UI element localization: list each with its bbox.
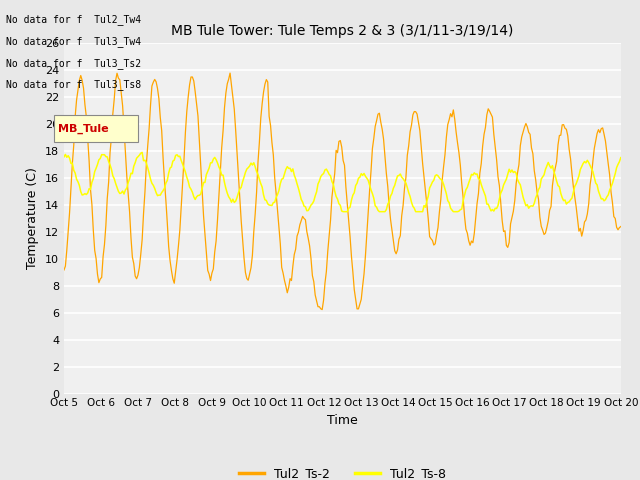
Title: MB Tule Tower: Tule Temps 2 & 3 (3/1/11-3/19/14): MB Tule Tower: Tule Temps 2 & 3 (3/1/11-… <box>172 24 513 38</box>
Text: No data for f  Tul2_Tw4: No data for f Tul2_Tw4 <box>6 14 141 25</box>
Text: MB_Tule: MB_Tule <box>58 123 108 133</box>
Y-axis label: Temperature (C): Temperature (C) <box>26 168 39 269</box>
Text: No data for f  Tul3_Tw4: No data for f Tul3_Tw4 <box>6 36 141 47</box>
Text: No data for f  Tul3_Ts8: No data for f Tul3_Ts8 <box>6 79 141 90</box>
Legend: Tul2_Ts-2, Tul2_Ts-8: Tul2_Ts-2, Tul2_Ts-8 <box>234 462 451 480</box>
X-axis label: Time: Time <box>327 414 358 427</box>
Text: No data for f  Tul3_Ts2: No data for f Tul3_Ts2 <box>6 58 141 69</box>
